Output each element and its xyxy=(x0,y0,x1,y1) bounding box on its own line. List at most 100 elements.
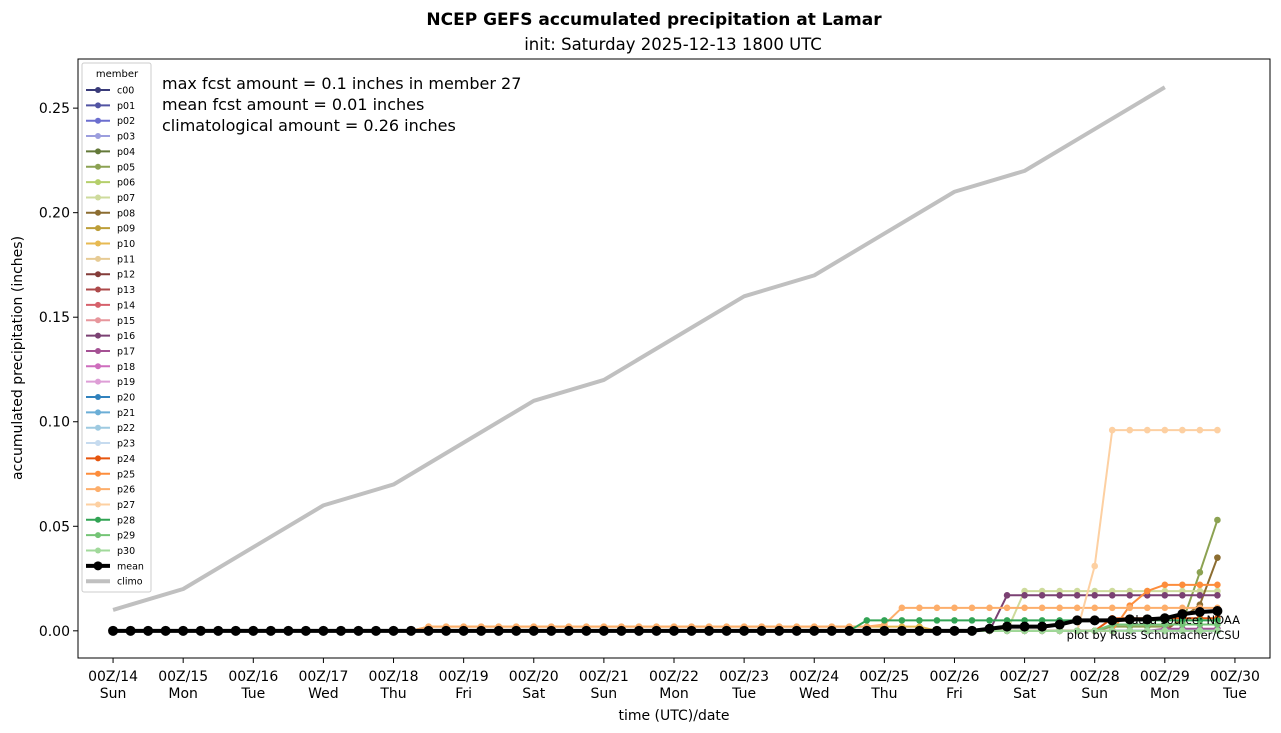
legend-marker-p21 xyxy=(95,409,101,416)
data-point-p30 xyxy=(1126,627,1134,635)
credit-plot-author: plot by Russ Schumacher/CSU xyxy=(1067,628,1240,642)
legend-item-p27: p27 xyxy=(86,500,135,511)
x-axis: 00Z/14Sun00Z/15Mon00Z/16Tue00Z/17Wed00Z/… xyxy=(88,658,1260,702)
data-point-mean xyxy=(1002,621,1013,632)
x-tick-label-weekday: Mon xyxy=(168,686,198,702)
data-point-p27 xyxy=(1161,426,1169,434)
legend-label-mean: mean xyxy=(117,561,144,572)
legend-item-p07: p07 xyxy=(86,193,135,204)
data-point-p26 xyxy=(1161,604,1169,612)
legend-marker-p11 xyxy=(95,255,101,262)
data-point-p28 xyxy=(951,617,958,624)
x-axis-label: time (UTC)/date xyxy=(618,708,729,724)
data-point-p30 xyxy=(1073,627,1081,635)
data-point-mean xyxy=(598,625,609,636)
data-point-p27 xyxy=(1196,426,1204,434)
data-point-mean xyxy=(1089,615,1100,626)
x-tick-label-weekday: Thu xyxy=(870,686,897,702)
legend-marker-p03 xyxy=(95,133,101,140)
x-tick-label-date: 00Z/19 xyxy=(439,669,489,685)
legend-marker-p22 xyxy=(95,424,101,431)
legend-label-p07: p07 xyxy=(117,193,135,204)
data-point-mean xyxy=(143,625,154,636)
legend-marker-p17 xyxy=(95,347,101,354)
data-point-mean xyxy=(283,625,294,636)
data-point-mean xyxy=(476,625,487,636)
x-tick-label-weekday: Wed xyxy=(799,686,830,702)
data-point-p05 xyxy=(1214,516,1221,524)
data-point-p26 xyxy=(1056,604,1063,612)
x-tick-label-date: 00Z/18 xyxy=(369,669,419,685)
legend-marker-p24 xyxy=(95,455,101,462)
legend-marker-p02 xyxy=(95,117,101,124)
legend-label-p10: p10 xyxy=(117,239,135,250)
data-point-mean xyxy=(178,625,189,636)
x-tick-label-weekday: Wed xyxy=(308,686,339,702)
legend-marker-p09 xyxy=(95,225,101,232)
data-point-p28 xyxy=(881,617,888,624)
data-point-mean xyxy=(1124,614,1135,625)
legend-label-p04: p04 xyxy=(117,147,135,158)
data-point-p26 xyxy=(898,604,906,612)
x-tick-label-date: 00Z/23 xyxy=(719,669,769,685)
y-tick-label: 0.10 xyxy=(39,415,70,431)
legend-item-p04: p04 xyxy=(86,147,135,158)
data-point-p29 xyxy=(1214,621,1221,628)
data-point-mean xyxy=(353,625,364,636)
x-tick-label-date: 00Z/22 xyxy=(649,669,699,685)
x-tick-label-date: 00Z/26 xyxy=(930,669,980,685)
legend-label-p02: p02 xyxy=(117,116,135,127)
plot-area: max fcst amount = 0.1 inches in member 2… xyxy=(77,58,1271,659)
legend-marker-p04 xyxy=(95,148,101,155)
legend-label-p24: p24 xyxy=(117,454,135,465)
data-point-mean xyxy=(493,625,504,636)
legend-item-p01: p01 xyxy=(86,101,135,112)
data-point-p25 xyxy=(1196,581,1204,589)
data-point-p27 xyxy=(1108,426,1116,434)
legend-item-p11: p11 xyxy=(86,254,135,265)
legend-label-p01: p01 xyxy=(117,101,135,112)
legend-item-mean: mean xyxy=(86,561,144,572)
data-point-p16 xyxy=(1161,591,1169,599)
data-point-mean xyxy=(616,625,627,636)
data-point-mean xyxy=(441,625,452,636)
legend-label-p21: p21 xyxy=(117,408,135,419)
x-tick-label-date: 00Z/17 xyxy=(298,669,348,685)
series-p08 xyxy=(109,554,1221,635)
data-point-p16 xyxy=(1003,591,1011,599)
legend-label-p28: p28 xyxy=(117,515,135,526)
legend-label-p25: p25 xyxy=(117,469,135,480)
data-point-mean xyxy=(108,625,119,636)
data-point-p30 xyxy=(1161,627,1169,635)
series-layer xyxy=(108,85,1223,636)
annotation-climo: climatological amount = 0.26 inches xyxy=(162,116,456,135)
legend-label-p11: p11 xyxy=(117,254,135,265)
data-point-p16 xyxy=(1091,591,1099,599)
series-p27 xyxy=(109,426,1221,635)
data-point-mean xyxy=(1072,615,1083,626)
legend-marker-p05 xyxy=(95,163,101,170)
legend-item-p09: p09 xyxy=(86,224,135,235)
data-point-p28 xyxy=(863,617,871,624)
y-axis: 0.00 0.05 0.10 0.15 0.20 0.25 xyxy=(39,101,78,640)
legend-marker-p13 xyxy=(95,286,101,293)
data-point-mean xyxy=(949,625,960,636)
data-point-p16 xyxy=(1038,591,1046,599)
data-point-p29 xyxy=(1196,621,1204,628)
data-point-mean xyxy=(563,625,574,636)
x-tick-label-date: 00Z/21 xyxy=(579,669,629,685)
legend-label-p13: p13 xyxy=(117,285,135,296)
legend-item-c00: c00 xyxy=(86,86,134,97)
x-tick-label-date: 00Z/28 xyxy=(1070,669,1120,685)
legend-item-p05: p05 xyxy=(86,162,135,173)
x-tick-label-weekday: Sun xyxy=(1081,686,1108,702)
legend-item-p25: p25 xyxy=(86,469,135,480)
legend-marker-p25 xyxy=(95,470,101,477)
data-point-mean xyxy=(669,625,679,636)
data-point-mean xyxy=(1194,607,1205,618)
data-point-p25 xyxy=(1179,581,1186,589)
data-point-p25 xyxy=(1143,587,1151,595)
legend-label-p14: p14 xyxy=(117,300,135,311)
legend-label-p08: p08 xyxy=(117,208,135,219)
data-point-mean xyxy=(774,625,785,636)
